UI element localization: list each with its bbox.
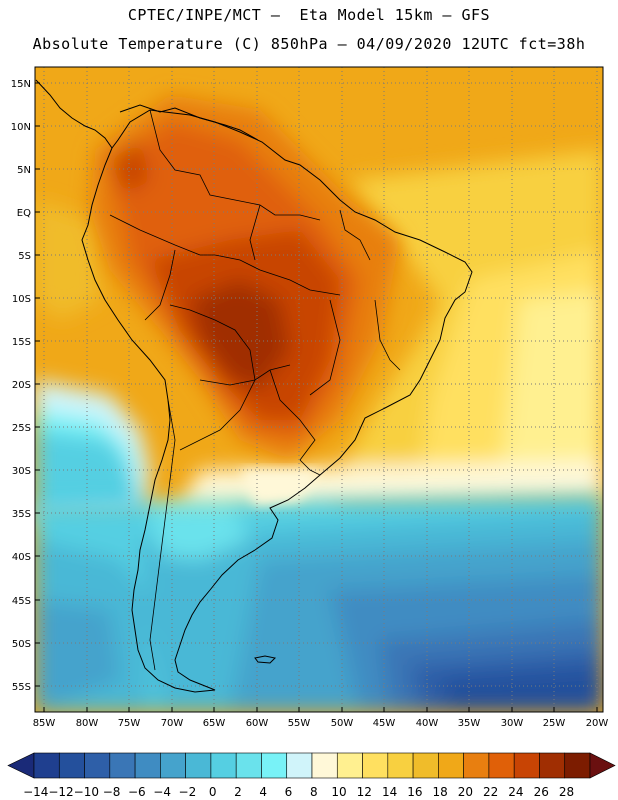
- colorbar-label: 12: [357, 785, 372, 799]
- lon-label: 45W: [373, 718, 396, 729]
- colorbar-label: 10: [331, 785, 346, 799]
- colorbar-swatch: [134, 752, 161, 779]
- colorbar-swatch: [336, 752, 363, 779]
- lat-lon-grid: [35, 67, 603, 712]
- lat-label: 5N: [17, 165, 31, 176]
- temperature-field: [35, 67, 603, 712]
- lat-label: 50S: [12, 639, 31, 650]
- lat-label: 45S: [12, 596, 31, 607]
- colorbar-swatch: [286, 752, 313, 779]
- colorbar-label: 22: [483, 785, 498, 799]
- lat-label: 5S: [18, 251, 31, 262]
- lat-label: 20S: [12, 380, 31, 391]
- lat-label: 30S: [12, 466, 31, 477]
- colorbar-swatch: [362, 752, 389, 779]
- colorbar-swatch: [438, 752, 464, 779]
- colorbar-label: −12: [48, 785, 73, 799]
- lon-label: 55W: [288, 718, 311, 729]
- lat-label: 25S: [12, 423, 31, 434]
- lon-label: 50W: [331, 718, 354, 729]
- lat-label: 10S: [12, 294, 31, 305]
- colorbar-arrow-low: [7, 752, 35, 779]
- colorbar-label: 8: [310, 785, 318, 799]
- colorbar-swatch: [109, 752, 136, 779]
- colorbar-swatch: [463, 752, 490, 779]
- lon-label: 80W: [76, 718, 99, 729]
- lon-label: 40W: [416, 718, 439, 729]
- colorbar-label: −10: [74, 785, 99, 799]
- lon-label: 65W: [203, 718, 226, 729]
- colorbar-swatch: [33, 752, 60, 779]
- colorbar-label: 4: [259, 785, 267, 799]
- colorbar-label: 2: [234, 785, 242, 799]
- colorbar-label: 28: [559, 785, 574, 799]
- colorbar-label: −2: [179, 785, 197, 799]
- colorbar-swatch: [58, 752, 85, 779]
- lat-label: 15N: [11, 79, 31, 90]
- colorbar-swatch: [84, 752, 111, 779]
- colorbar-label: −6: [128, 785, 146, 799]
- lon-label: 25W: [543, 718, 566, 729]
- colorbar-swatch: [235, 752, 262, 779]
- lon-label: 75W: [118, 718, 141, 729]
- colorbar-swatch: [412, 752, 439, 779]
- colorbar-label: −14: [23, 785, 48, 799]
- colorbar-swatch: [210, 752, 237, 779]
- lat-label: 35S: [12, 509, 31, 520]
- longitude-labels: 85W 80W 75W 70W 65W 60W 55W 50W 45W 40W …: [33, 718, 609, 729]
- colorbar-swatch: [185, 752, 212, 779]
- lon-label: 20W: [586, 718, 609, 729]
- map-title-line-1: CPTEC/INPE/MCT – Eta Model 15km – GFS: [127, 6, 491, 24]
- lat-label: 40S: [12, 552, 31, 563]
- lon-label: 35W: [458, 718, 481, 729]
- colorbar-swatch: [564, 752, 591, 779]
- colorbar-label: −8: [103, 785, 121, 799]
- axis-ticks: [35, 82, 598, 712]
- colorbar-label: 14: [382, 785, 397, 799]
- colorbar-label: 0: [209, 785, 217, 799]
- colorbar-swatch: [160, 752, 186, 779]
- lon-label: 85W: [33, 718, 56, 729]
- latitude-labels: 15N 10N 5N EQ 5S 10S 15S 20S 25S 30S 35S…: [11, 79, 31, 693]
- map-frame: [34, 66, 604, 713]
- colorbar-label: 6: [285, 785, 293, 799]
- colorbar-swatch: [387, 752, 414, 779]
- colorbar-label: 18: [432, 785, 447, 799]
- colorbar-swatch: [311, 752, 338, 779]
- colorbar-swatch: [513, 752, 540, 779]
- colorbar-label: 26: [534, 785, 549, 799]
- colorbar-swatch: [261, 752, 288, 779]
- colorbar-swatch: [488, 752, 515, 779]
- colorbar-label: 20: [458, 785, 473, 799]
- lat-label: 15S: [12, 337, 31, 348]
- lon-label: 30W: [501, 718, 524, 729]
- colorbar-label: 24: [508, 785, 523, 799]
- lat-label: 10N: [11, 122, 31, 133]
- colorbar-arrow-high: [589, 752, 616, 779]
- colorbar-swatch: [539, 752, 566, 779]
- country-borders: [109, 109, 401, 671]
- lon-label: 60W: [246, 718, 269, 729]
- lon-label: 70W: [161, 718, 184, 729]
- colorbar: −14 −12 −10 −8 −6 −4 −2 0 2 4 6 8 10 12 14 16 18 20 22 24 26…: [7, 752, 616, 799]
- map-title-line-2: Absolute Temperature (C) 850hPa – 04/09/…: [32, 35, 586, 53]
- lat-label: 55S: [12, 682, 31, 693]
- colorbar-label: −4: [153, 785, 171, 799]
- colorbar-label: 16: [407, 785, 422, 799]
- lat-label: EQ: [17, 208, 31, 219]
